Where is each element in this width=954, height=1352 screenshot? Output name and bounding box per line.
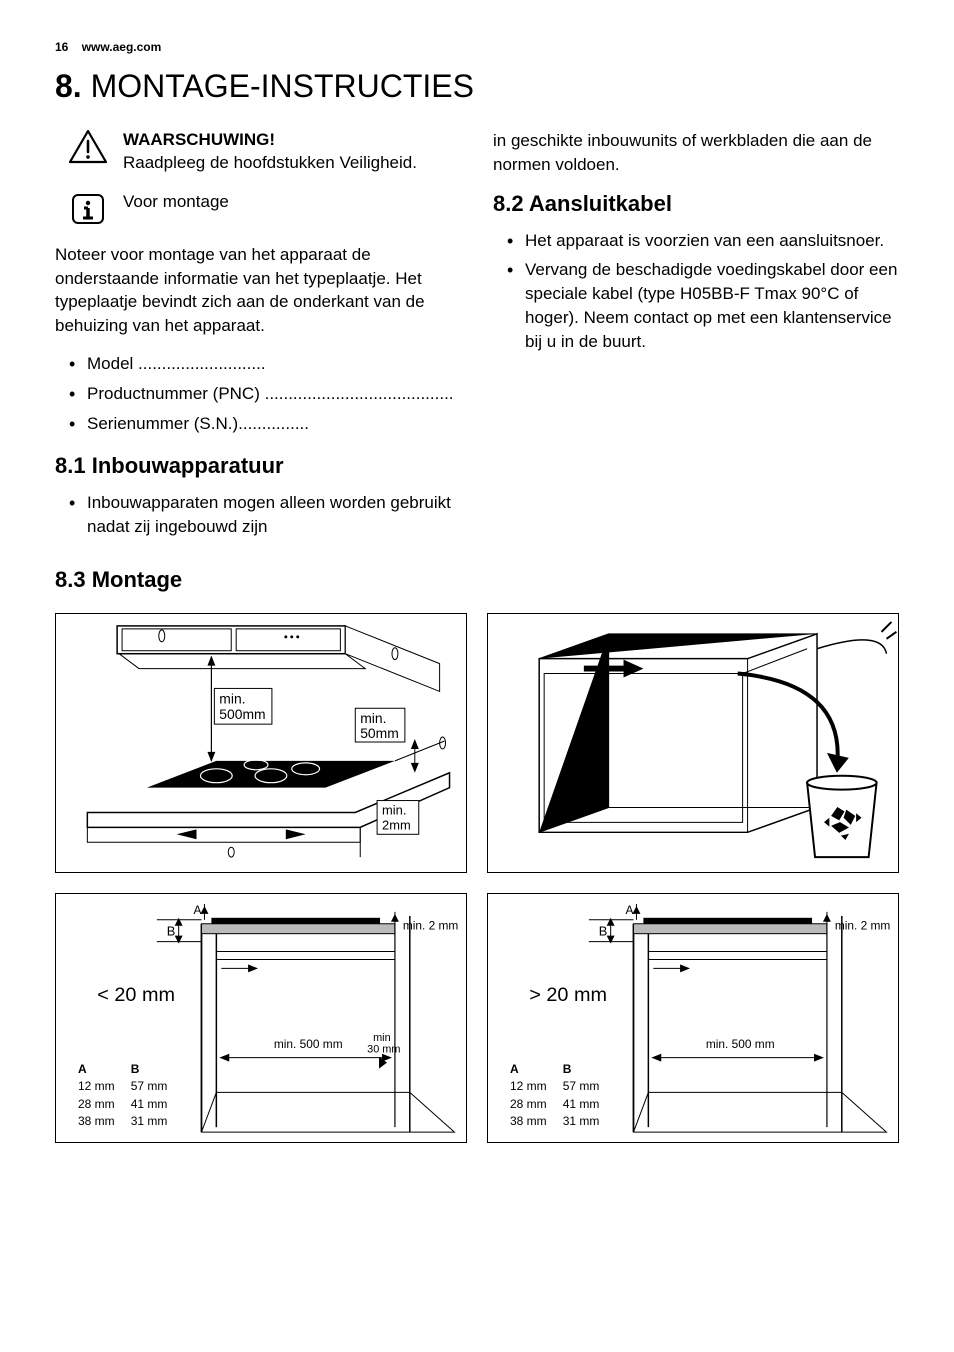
list-8-2: Het apparaat is voorzien van een aanslui… [493,229,899,354]
page-number: 16 [55,40,68,54]
bullet-8-2-0: Het apparaat is voorzien van een aanslui… [511,229,899,253]
fig3-r1c0: 28 mm [78,1097,129,1113]
fig4-r1c0: 28 mm [510,1097,561,1113]
fig4-r2c1: 31 mm [563,1114,614,1130]
left-column: WAARSCHUWING! Raadpleeg de hoofdstukken … [55,129,461,557]
fig3-gap: < 20 mm [97,984,175,1006]
fig3-A-label: A [194,903,202,917]
right-column: in geschikte inbouwunits of werkbladen d… [493,129,899,557]
diagram-row-1: min. 500mm min. 50mm min. 2mm [55,613,899,873]
heading-8-1-num: 8.1 [55,453,86,478]
header-url: www.aeg.com [82,40,162,54]
fig3-r2c0: 38 mm [78,1114,129,1130]
intro-paragraph: Noteer voor montage van het apparaat de … [55,243,461,338]
fig3-ab-table: AB 12 mm57 mm 28 mm41 mm 38 mm31 mm [76,1060,183,1132]
fig3-B-label: B [167,924,176,939]
info-block: Voor montage [55,191,461,227]
section-number: 8. [55,68,82,104]
fig3-min30-b: 30 mm [367,1044,400,1056]
fig3-th-b: B [131,1062,182,1078]
warning-title: WAARSCHUWING! [123,129,461,152]
fig1-label-2-a: min. [382,802,406,817]
heading-8-2: 8.2 Aansluitkabel [493,191,899,217]
fig4-th-a: A [510,1062,561,1078]
fig4-th-b: B [563,1062,614,1078]
diagram-fig4: B A min. 2 mm > 20 mm min. 500 mm AB 12 … [487,893,899,1143]
spec-pnc: Productnummer (PNC) ....................… [73,382,461,406]
fig4-r0c0: 12 mm [510,1079,561,1095]
fig1-label-50-a: min. [360,710,386,726]
diagram-fig1: min. 500mm min. 50mm min. 2mm [55,613,467,873]
fig4-A-label: A [626,903,634,917]
fig4-ab-table: AB 12 mm57 mm 28 mm41 mm 38 mm31 mm [508,1060,615,1132]
fig3-min30-a: min [373,1032,391,1044]
bullet-8-2-1: Vervang de beschadigde voedingskabel doo… [511,258,899,353]
fig3-r2c1: 31 mm [131,1114,182,1130]
fig3-r1c1: 41 mm [131,1097,182,1113]
fig3-min500: min. 500 mm [274,1037,343,1051]
fig4-B-label: B [599,924,608,939]
section-title-text: MONTAGE-INSTRUCTIES [91,68,474,104]
fig4-r1c1: 41 mm [563,1097,614,1113]
fig3-r0c1: 57 mm [131,1079,182,1095]
fig3-r0c0: 12 mm [78,1079,129,1095]
spec-list: Model ........................... Produc… [55,352,461,435]
heading-8-1-title: Inbouwapparatuur [92,453,284,478]
fig4-min2: min. 2 mm [835,919,891,933]
fig3-min2: min. 2 mm [403,919,459,933]
fig4-r2c0: 38 mm [510,1114,561,1130]
info-text: Voor montage [123,191,461,214]
list-8-1: Inbouwapparaten mogen alleen worden gebr… [55,491,461,539]
info-icon [67,191,109,227]
fig1-label-500-a: min. [219,690,245,706]
spec-serial: Serienummer (S.N.)............... [73,412,461,436]
heading-8-2-title: Aansluitkabel [529,191,672,216]
diagram-fig3: B A min. 2 mm < 20 mm min. 500 mm min [55,893,467,1143]
heading-8-3-num: 8.3 [55,567,86,592]
fig1-label-500-b: 500mm [219,706,265,722]
heading-8-3-title: Montage [92,567,182,592]
diagram-fig2 [487,613,899,873]
fig4-min500: min. 500 mm [706,1037,775,1051]
diagram-row-2: B A min. 2 mm < 20 mm min. 500 mm min [55,893,899,1143]
bullet-8-1: Inbouwapparaten mogen alleen worden gebr… [73,491,461,539]
heading-8-2-num: 8.2 [493,191,524,216]
warning-block: WAARSCHUWING! Raadpleeg de hoofdstukken … [55,129,461,175]
fig1-label-2-b: 2mm [382,817,411,832]
fig1-label-50-b: 50mm [360,725,399,741]
spec-model: Model ........................... [73,352,461,376]
heading-8-1: 8.1 Inbouwapparatuur [55,453,461,479]
heading-8-3: 8.3 Montage [55,567,899,593]
warning-text: Raadpleeg de hoofdstukken Veiligheid. [123,152,461,175]
page-header: 16 www.aeg.com [55,40,899,54]
fig4-gap: > 20 mm [529,984,607,1006]
section-title: 8. MONTAGE-INSTRUCTIES [55,68,899,105]
fig3-th-a: A [78,1062,129,1078]
continuation-8-1: in geschikte inbouwunits of werkbladen d… [493,129,899,177]
fig4-r0c1: 57 mm [563,1079,614,1095]
warning-icon [67,129,109,165]
